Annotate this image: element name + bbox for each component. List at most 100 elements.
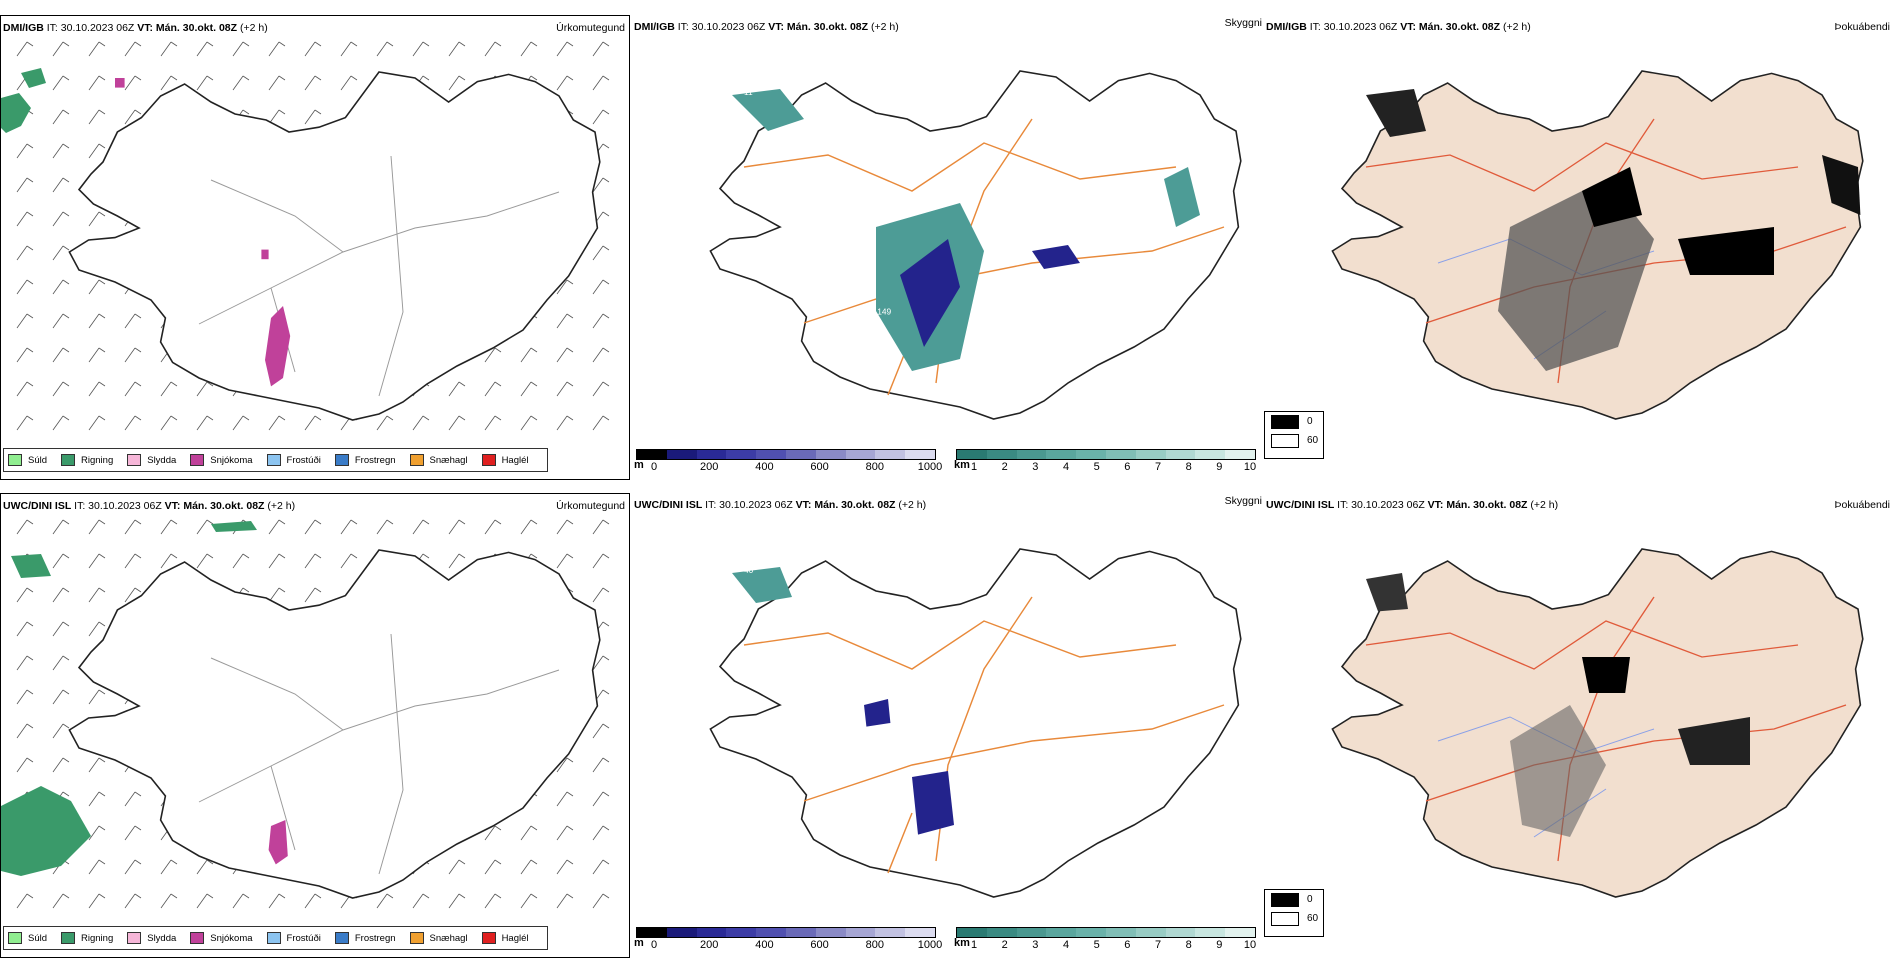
legend-label: Snæhagl <box>429 932 468 944</box>
iceland-outline: 11 11 13 149 113 99 166 82 124 198 168 170 140 80 <box>709 70 1242 420</box>
colorbar-tick: 200 <box>700 461 719 473</box>
colorbar-tick: 800 <box>865 461 884 473</box>
precip-legend: Súld Rigning Slydda Snjókoma Frostúði Frostre… <box>3 448 548 472</box>
colorbar-tick: 1 <box>970 939 978 951</box>
legend-label: Haglél <box>501 932 529 944</box>
panel-header: UWC/DINI ISL IT: 30.10.2023 06Z VT: Mán.… <box>3 500 296 512</box>
snow-area <box>261 249 269 260</box>
fog-legend-label: 0 <box>1307 894 1313 905</box>
colorbar-tick: 5 <box>1093 939 1100 951</box>
low-cloud-areas <box>732 567 954 835</box>
panel-title: Úrkomutegund <box>556 500 625 512</box>
legend-item: Haglél <box>481 454 529 466</box>
cloudbase-label: 89 <box>1010 716 1020 726</box>
cloudbase-colorbar: 0 200 400 600 800 1000 m <box>634 449 942 475</box>
legend-swatch <box>409 932 424 944</box>
legend-label: Snjókoma <box>210 932 253 944</box>
fog-legend-swatch <box>1271 414 1299 429</box>
legend-item: Snjókoma <box>190 454 253 466</box>
legend-item: Rigning <box>61 454 113 466</box>
colorbar-tick: 1 <box>970 461 978 473</box>
precip-panel-row1: DMI/IGB IT: 30.10.2023 06Z VT: Mán. 30.o… <box>0 15 630 480</box>
fog-map <box>1331 70 1864 420</box>
fog-panel-row1: DMI/IGB IT: 30.10.2023 06Z VT: Mán. 30.o… <box>1264 15 1894 480</box>
cloudbase-colorbar: 0 200 400 600 800 1000 m <box>634 927 942 953</box>
visibility-colorbar: 1 2 3 4 5 6 7 8 9 10 km <box>954 449 1256 475</box>
cloud-map: 11 11 13 149 113 99 166 82 124 198 168 170 140 80 <box>709 70 1242 420</box>
colorbar-tick: 0 <box>650 939 658 951</box>
road-network <box>198 633 560 875</box>
colorbar-strip <box>636 449 936 460</box>
colorbar-tick: 3 <box>1032 939 1039 951</box>
cloudbase-label: 80 <box>865 175 875 185</box>
legend-item: Snæhagl <box>409 932 468 944</box>
cloudbase-label: 124 <box>1099 97 1113 107</box>
cloudbase-label: 82 <box>1055 311 1065 321</box>
colorbar-tick: 3 <box>1032 461 1039 473</box>
panel-header: DMI/IGB IT: 30.10.2023 06Z VT: Mán. 30.o… <box>3 22 268 34</box>
legend-item: Rigning <box>61 932 113 944</box>
iceland-outline: 40 98 86 43 136 81 89 90 <box>709 548 1242 898</box>
fog-legend-item: 60 <box>1271 909 1323 928</box>
panel-header: UWC/DINI ISL IT: 30.10.2023 06Z VT: Mán.… <box>634 499 927 511</box>
colorbar-unit: m <box>634 937 644 949</box>
cloudbase-labels: 11 11 13 149 113 99 166 82 124 198 168 170 140 80 <box>744 87 1202 326</box>
legend-label: Snjókoma <box>210 454 253 466</box>
fog-index-areas <box>1366 573 1750 837</box>
cloudbase-label: 170 <box>776 316 790 326</box>
colorbar-tick: 800 <box>865 939 884 951</box>
legend-item: Súld <box>8 932 47 944</box>
legend-item: Snjókoma <box>190 932 253 944</box>
colorbar-tick: 4 <box>1062 461 1070 473</box>
cloudbase-label: 43 <box>877 785 887 795</box>
cloud-panel-row1: DMI/IGB IT: 30.10.2023 06Z VT: Mán. 30.o… <box>632 15 1262 480</box>
legend-swatch <box>127 454 142 466</box>
legend-item: Frostúði <box>266 454 321 466</box>
panel-header: DMI/IGB IT: 30.10.2023 06Z VT: Mán. 30.o… <box>634 21 899 33</box>
legend-item: Frostregn <box>334 932 396 944</box>
road-network <box>743 118 1225 396</box>
legend-item: Frostregn <box>334 454 396 466</box>
cloudbase-label: 198 <box>1144 170 1158 180</box>
fog-legend: 0 60 <box>1264 411 1324 459</box>
legend-label: Rigning <box>81 932 114 944</box>
legend-swatch <box>481 932 496 944</box>
fog-legend-label: 0 <box>1307 416 1313 427</box>
colorbar-strip <box>956 449 1256 460</box>
colorbar-tick: 4 <box>1062 939 1070 951</box>
low-cloud-areas <box>732 89 1200 371</box>
cloudbase-label: 113 <box>922 92 936 102</box>
legend-label: Snæhagl <box>429 454 468 466</box>
colorbar-tick: 9 <box>1216 939 1223 951</box>
fog-legend-swatch <box>1271 911 1299 926</box>
legend-swatch <box>266 454 281 466</box>
colorbar-tick: 8 <box>1185 461 1192 473</box>
colorbar-tick: 1000 <box>917 939 943 951</box>
panel-title: Skyggni <box>1224 495 1262 507</box>
legend-label: Haglél <box>501 454 529 466</box>
legend-item: Slydda <box>127 932 176 944</box>
colorbar-tick: 400 <box>755 939 774 951</box>
iceland-outline <box>68 549 601 899</box>
legend-swatch <box>61 454 76 466</box>
legend-label: Frostregn <box>354 454 396 466</box>
rain-area <box>1 93 31 133</box>
fog-legend-item: 0 <box>1271 890 1323 909</box>
colorbar-tick: 600 <box>810 939 829 951</box>
cloudbase-label: 90 <box>1055 789 1065 799</box>
legend-swatch <box>334 932 349 944</box>
cloud-panel-row2: UWC/DINI ISL IT: 30.10.2023 06Z VT: Mán.… <box>632 493 1262 958</box>
panel-title: Þokuábendi <box>1834 21 1890 33</box>
cloudbase-labels: 40 98 86 43 136 81 89 90 <box>744 565 1064 799</box>
fog-panel-row2: UWC/DINI ISL IT: 30.10.2023 06Z VT: Mán.… <box>1264 493 1894 958</box>
colorbar-tick: 8 <box>1185 939 1192 951</box>
legend-label: Slydda <box>147 932 177 944</box>
legend-label: Súld <box>28 932 48 944</box>
iceland-outline <box>68 71 601 421</box>
legend-item: Haglél <box>481 932 529 944</box>
legend-swatch <box>190 454 205 466</box>
fog-legend-item: 60 <box>1271 431 1323 450</box>
legend-swatch <box>409 454 424 466</box>
legend-item: Snæhagl <box>409 454 468 466</box>
colorbar-tick: 7 <box>1154 461 1162 473</box>
